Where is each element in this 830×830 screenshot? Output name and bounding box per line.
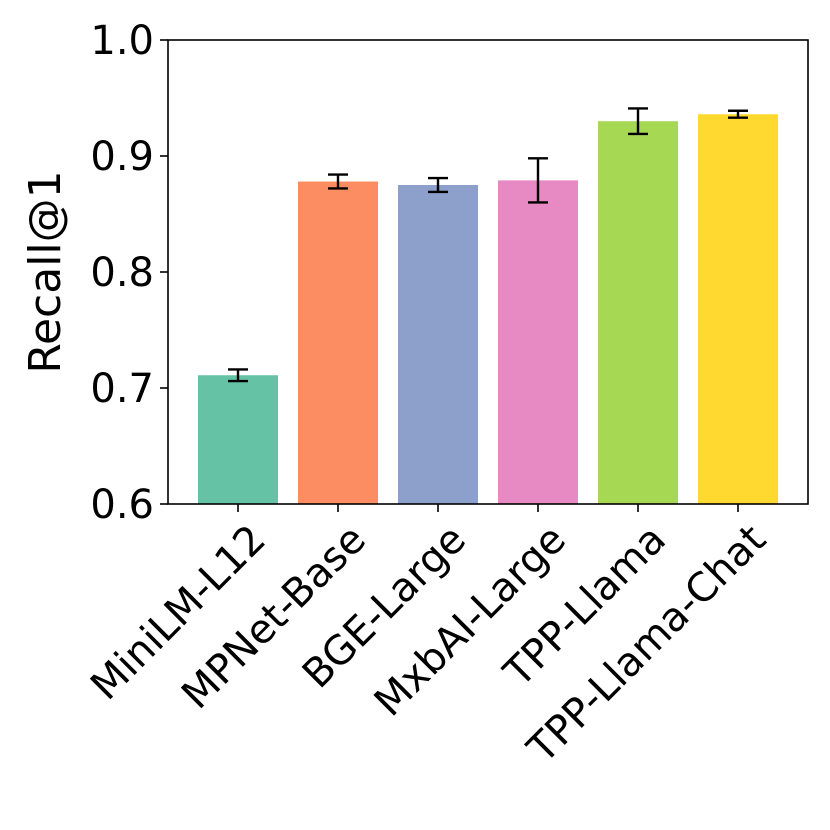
error-bar-mxbai-large bbox=[528, 157, 548, 204]
bar-tpp-llama bbox=[598, 121, 678, 504]
bar-mpnet-base bbox=[298, 181, 378, 504]
error-bar-bge-large bbox=[428, 176, 448, 194]
y-tick-label: 0.9 bbox=[90, 134, 154, 180]
y-axis-label: Recall@1 bbox=[20, 170, 71, 373]
bar-minilm-l12 bbox=[198, 375, 278, 504]
bars-group bbox=[198, 114, 778, 505]
error-bar-tpp-llama bbox=[628, 107, 648, 136]
error-bar-minilm-l12 bbox=[228, 368, 248, 383]
error-bar-mpnet-base bbox=[328, 173, 348, 190]
x-axis-ticks: MiniLM-L12MPNet-BaseBGE-LargeMxbAI-Large… bbox=[82, 504, 775, 773]
bar-bge-large bbox=[398, 185, 478, 504]
error-bar-tpp-llama-chat bbox=[728, 109, 748, 119]
y-tick-label: 1.0 bbox=[90, 18, 154, 64]
bar-tpp-llama-chat bbox=[698, 114, 778, 505]
error-bars-group bbox=[228, 107, 748, 383]
y-axis-ticks: 0.6 0.7 0.8 0.9 1.0 bbox=[90, 18, 168, 528]
y-tick-label: 0.7 bbox=[90, 366, 154, 412]
y-tick-label: 0.8 bbox=[90, 250, 154, 296]
bar-mxbai-large bbox=[498, 180, 578, 505]
y-tick-label: 0.6 bbox=[90, 482, 154, 528]
